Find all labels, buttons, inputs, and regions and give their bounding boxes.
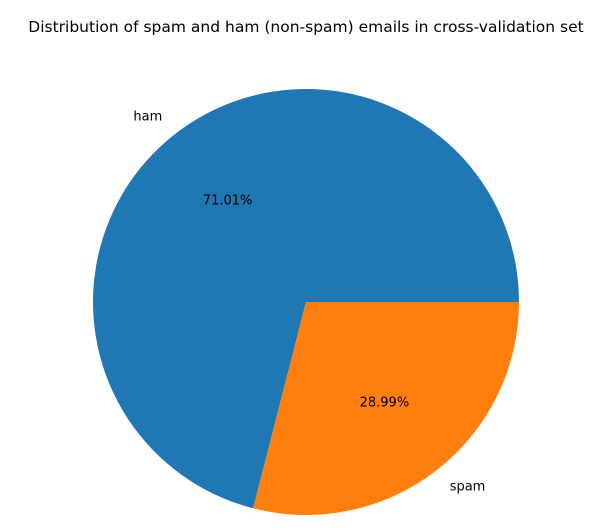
pie-slice-ham — [93, 88, 520, 509]
slice-label-ham: ham — [133, 109, 162, 124]
chart-title: Distribution of spam and ham (non-spam) … — [28, 18, 583, 36]
pct-label-spam: 28.99% — [360, 396, 410, 411]
pie-plot-area: ham 71.01% spam 28.99% — [93, 88, 520, 515]
pie-slice-spam — [253, 302, 519, 515]
pct-label-ham: 71.01% — [203, 194, 253, 209]
slice-label-spam: spam — [450, 480, 486, 495]
